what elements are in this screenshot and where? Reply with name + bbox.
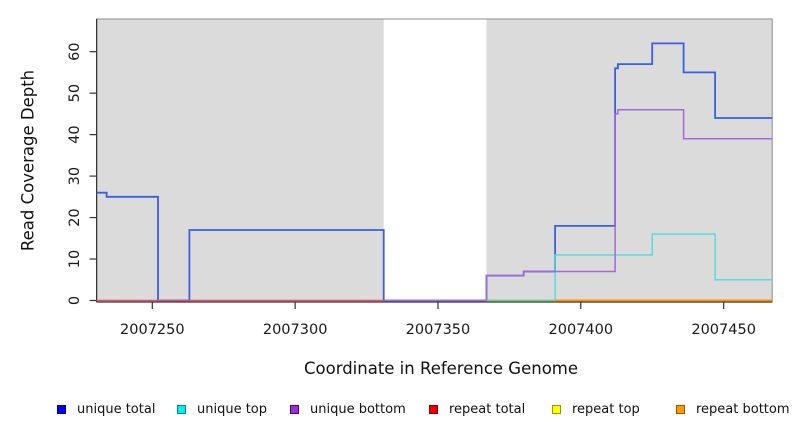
legend-label-repeat-total: repeat total bbox=[449, 401, 526, 417]
y-tick-label: 50 bbox=[67, 84, 83, 102]
x-tick-label: 2007250 bbox=[120, 322, 185, 338]
legend-chip-repeat-top bbox=[552, 404, 561, 414]
legend-item-repeat-top: repeat top bbox=[552, 401, 640, 417]
legend-item-unique-top: unique top bbox=[177, 401, 268, 417]
legend-chip-unique-bottom bbox=[290, 404, 299, 414]
y-tick-label: 60 bbox=[67, 42, 83, 60]
legend-label-repeat-top: repeat top bbox=[572, 401, 640, 417]
y-tick-label: 10 bbox=[67, 250, 83, 268]
y-tick-label: 20 bbox=[67, 208, 83, 226]
legend-chip-repeat-bottom bbox=[676, 404, 685, 414]
x-tick-label: 2007400 bbox=[549, 322, 614, 338]
masked-region bbox=[383, 19, 487, 301]
legend-chip-unique-top bbox=[177, 404, 186, 414]
y-tick-label: 0 bbox=[67, 296, 83, 305]
line-unique-bottom bbox=[383, 108, 773, 302]
coverage-plot: 2007250 2007300 2007350 2007400 2007450 0 10 20… bbox=[19, 18, 773, 378]
legend-item-repeat-total: repeat total bbox=[429, 401, 526, 417]
x-axis-title: Coordinate in Reference Genome bbox=[304, 359, 578, 378]
x-tick-label: 2007350 bbox=[406, 322, 471, 338]
legend-label-unique-total: unique total bbox=[77, 401, 156, 417]
line-unique-top bbox=[486, 233, 773, 302]
legend-item-unique-bottom: unique bottom bbox=[290, 401, 406, 417]
x-tick-label: 2007300 bbox=[263, 322, 328, 338]
legend-label-repeat-bottom: repeat bottom bbox=[696, 401, 790, 417]
y-tick-label: 40 bbox=[67, 125, 83, 143]
legend-item-repeat-bottom: repeat bottom bbox=[676, 401, 790, 417]
y-tick-label: 30 bbox=[67, 167, 83, 185]
y-axis-title: Read Coverage Depth bbox=[19, 70, 38, 251]
legend-label-unique-bottom: unique bottom bbox=[310, 401, 406, 417]
legend-label-unique-top: unique top bbox=[197, 401, 268, 417]
legend-chip-unique-total bbox=[57, 404, 66, 414]
legend-chip-repeat-total bbox=[429, 404, 438, 414]
legend-item-unique-total: unique total bbox=[57, 401, 156, 417]
x-tick-label: 2007450 bbox=[691, 322, 756, 338]
